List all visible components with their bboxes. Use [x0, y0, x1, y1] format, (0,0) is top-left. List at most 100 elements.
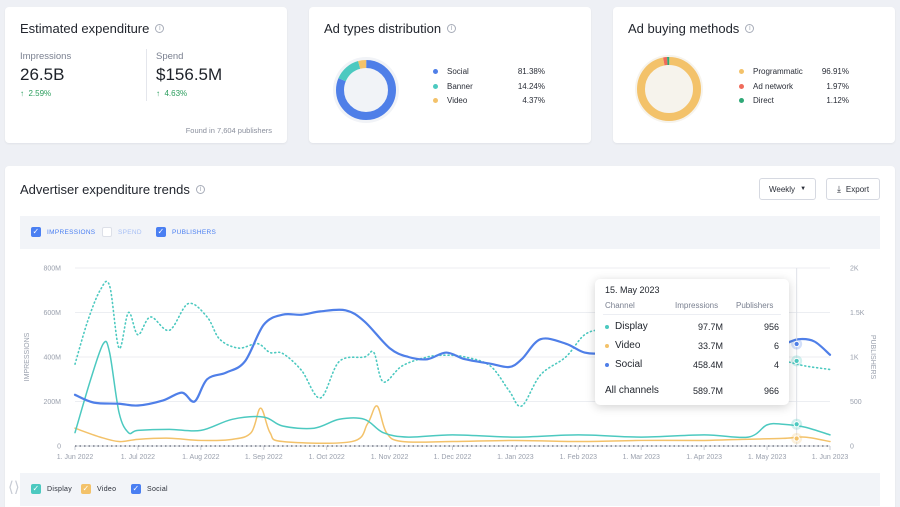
export-button[interactable]: ⤓ Export	[826, 178, 880, 200]
series-dot-icon	[605, 324, 609, 329]
buying-slice-direct[interactable]	[637, 57, 701, 121]
x-tick-label: 1. Aug 2022	[182, 454, 219, 461]
hover-marker-display	[793, 421, 800, 428]
checkbox-icon: ✓	[31, 227, 41, 237]
legend-item-video[interactable]: Video 4.37%	[433, 96, 545, 105]
period-dropdown[interactable]: Weekly ▼	[759, 178, 816, 200]
checkbox-icon: ✓	[31, 484, 41, 494]
tooltip-impressions: 458.4M	[692, 360, 723, 370]
legend-label: Display	[47, 485, 73, 493]
legend-label: Social	[447, 67, 469, 76]
y-right-tick-label: 2K	[850, 266, 859, 273]
legend-item-banner[interactable]: Banner 14.24%	[433, 82, 545, 91]
spend-delta-value: 4.63%	[164, 89, 188, 98]
hover-marker-social	[793, 340, 800, 348]
card-title: Ad buying methods i	[628, 21, 755, 36]
hover-marker-video	[793, 435, 800, 442]
x-tick-label: 1. Feb 2023	[560, 454, 597, 461]
ad-types-title: Ad types distribution	[324, 21, 442, 36]
y-left-tick-label: 400M	[43, 355, 61, 362]
y-left-tick-label: 600M	[43, 310, 61, 317]
x-tick-label: 1. Apr 2023	[686, 454, 722, 461]
tooltip-total-impressions: 589.7M	[692, 386, 723, 396]
arrow-up-icon: ↑	[20, 89, 24, 98]
buying-title: Ad buying methods	[628, 21, 740, 36]
spend-value: $156.5M	[156, 65, 223, 84]
checkbox-icon: ✓	[81, 484, 91, 494]
series-dot-icon	[605, 343, 609, 348]
legend-video[interactable]: ✓ Video	[81, 484, 116, 494]
ad-type-slice-social[interactable]	[336, 60, 396, 120]
series-toggle-bar: ✓ IMPRESSIONS SPEND ✓ PUBLISHERS	[20, 216, 880, 249]
legend-item-ad-network[interactable]: Ad network 1.97%	[739, 82, 849, 91]
tooltip-publishers: 956	[763, 322, 779, 332]
y-right-tick-label: 1.5K	[850, 310, 865, 317]
tooltip-divider	[603, 314, 781, 315]
y-right-tick-label: 1K	[850, 355, 859, 362]
impressions-delta-value: 2.59%	[28, 89, 52, 98]
tooltip-impressions: 97.7M	[697, 322, 723, 332]
x-tick-label: 1. Mar 2023	[623, 454, 660, 461]
legend-dot-icon	[739, 69, 744, 74]
tooltip-total-channel: All channels	[605, 385, 659, 396]
x-tick-label: 1. Nov 2022	[371, 454, 409, 461]
x-tick-label: 1. Dec 2022	[434, 454, 472, 461]
legend-item-programmatic[interactable]: Programmatic 96.91%	[739, 67, 849, 76]
ad-types-donut[interactable]	[331, 55, 401, 125]
x-tick-label: 1. Oct 2022	[309, 454, 345, 461]
legend-social[interactable]: ✓ Social	[131, 484, 168, 494]
info-icon[interactable]: i	[195, 185, 205, 194]
toggle-spend[interactable]: SPEND	[102, 227, 142, 237]
tooltip-header-impressions: Impressions	[675, 301, 719, 310]
info-icon[interactable]: i	[155, 24, 165, 33]
y-left-tick-label: 200M	[43, 399, 61, 406]
ad-type-slice-video[interactable]	[336, 60, 396, 120]
trends-card: Advertiser expenditure trends i Weekly ▼…	[5, 166, 895, 507]
y-right-tick-label: 500	[850, 399, 862, 406]
estimated-title: Estimated expenditure	[20, 21, 150, 36]
hover-marker-publishers	[793, 357, 800, 365]
y-right-tick-label: 0	[850, 444, 854, 451]
legend-dot-icon	[739, 83, 744, 89]
toggle-label: IMPRESSIONS	[47, 228, 96, 236]
x-tick-label: 1. Jun 2023	[812, 454, 849, 461]
tooltip-total-row: All channels	[605, 385, 659, 396]
toggle-label: PUBLISHERS	[172, 228, 217, 236]
legend-label: Direct	[753, 96, 774, 105]
card-title: Estimated expenditure i	[20, 21, 165, 36]
tooltip-row-display: Display	[605, 321, 648, 332]
tooltip-impressions: 33.7M	[697, 341, 723, 351]
impressions-value: 26.5B	[20, 65, 65, 84]
toggle-publishers[interactable]: ✓ PUBLISHERS	[156, 227, 216, 237]
ad-buying-donut[interactable]	[633, 53, 705, 125]
watermark-logo: ⟨⟩	[8, 478, 20, 496]
y-left-tick-label: 800M	[43, 266, 61, 273]
download-icon: ⤓	[836, 183, 841, 194]
y-right-axis-title: PUBLISHERS	[869, 335, 876, 380]
tooltip-channel: Social	[615, 359, 643, 370]
legend-dot-icon	[739, 98, 744, 103]
legend-value: 96.91%	[821, 67, 849, 76]
series-dot-icon	[605, 362, 609, 367]
toggle-impressions[interactable]: ✓ IMPRESSIONS	[31, 227, 95, 237]
tooltip-row-video: Video	[605, 340, 640, 351]
info-icon[interactable]: i	[745, 24, 755, 33]
tooltip-publishers: 6	[773, 341, 779, 351]
legend-display[interactable]: ✓ Display	[31, 484, 72, 494]
legend-dot-icon	[433, 69, 438, 74]
card-title: Ad types distribution i	[324, 21, 457, 36]
legend-label: Video	[447, 96, 468, 105]
legend-item-social[interactable]: Social 81.38%	[433, 67, 545, 76]
info-icon[interactable]: i	[447, 24, 457, 33]
checkbox-icon: ✓	[156, 227, 166, 237]
legend-label: Video	[97, 485, 117, 493]
x-tick-label: 1. May 2023	[748, 454, 787, 461]
legend-item-direct[interactable]: Direct 1.12%	[739, 96, 849, 105]
buying-slice-programmatic[interactable]	[637, 57, 701, 121]
trend-chart[interactable]: 0 200M 400M 600M 800M 0 500 1K 1.5K 2K IMPRESSIONS…	[5, 256, 895, 466]
y-left-tick-label: 0	[57, 444, 61, 451]
series-line-display	[74, 340, 831, 439]
spend-label: Spend	[156, 51, 184, 62]
ad-buying-card: Ad buying methods i Programmatic 96.91% Ad…	[613, 7, 895, 143]
tooltip-publishers: 4	[773, 360, 779, 370]
